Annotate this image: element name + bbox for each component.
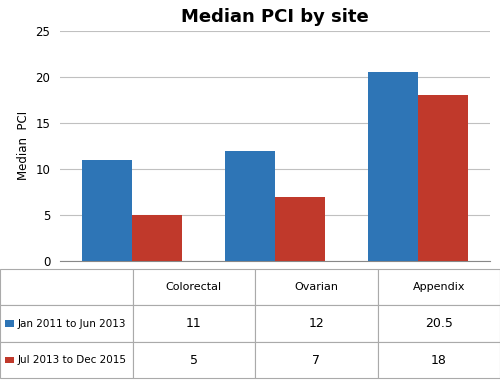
Bar xyxy=(82,160,132,261)
Bar xyxy=(132,269,255,305)
Bar xyxy=(0,305,132,342)
Text: 12: 12 xyxy=(308,317,324,330)
Bar xyxy=(378,342,500,378)
Text: Jul 2013 to Dec 2015: Jul 2013 to Dec 2015 xyxy=(18,355,126,365)
Bar xyxy=(378,305,500,342)
Title: Median PCI by site: Median PCI by site xyxy=(181,8,369,26)
Text: Ovarian: Ovarian xyxy=(294,282,339,292)
Bar xyxy=(5,320,14,327)
Text: Appendix: Appendix xyxy=(412,282,465,292)
Bar xyxy=(378,269,500,305)
Text: 11: 11 xyxy=(186,317,202,330)
Bar xyxy=(255,269,378,305)
Bar xyxy=(255,342,378,378)
Text: Jan 2011 to Jun 2013: Jan 2011 to Jun 2013 xyxy=(18,318,126,329)
Text: 18: 18 xyxy=(431,354,446,366)
Text: 7: 7 xyxy=(312,354,320,366)
Bar xyxy=(0,342,132,378)
Bar xyxy=(418,95,469,261)
Y-axis label: Median  PCI: Median PCI xyxy=(17,111,30,180)
Bar xyxy=(5,356,14,363)
Text: 5: 5 xyxy=(190,354,198,366)
Bar xyxy=(132,342,255,378)
Text: Colorectal: Colorectal xyxy=(166,282,222,292)
Bar xyxy=(132,305,255,342)
Bar xyxy=(132,215,182,261)
Bar xyxy=(368,72,418,261)
Text: 20.5: 20.5 xyxy=(425,317,452,330)
Bar xyxy=(225,151,275,261)
Bar xyxy=(0,269,132,305)
Bar xyxy=(275,197,325,261)
Bar xyxy=(255,305,378,342)
